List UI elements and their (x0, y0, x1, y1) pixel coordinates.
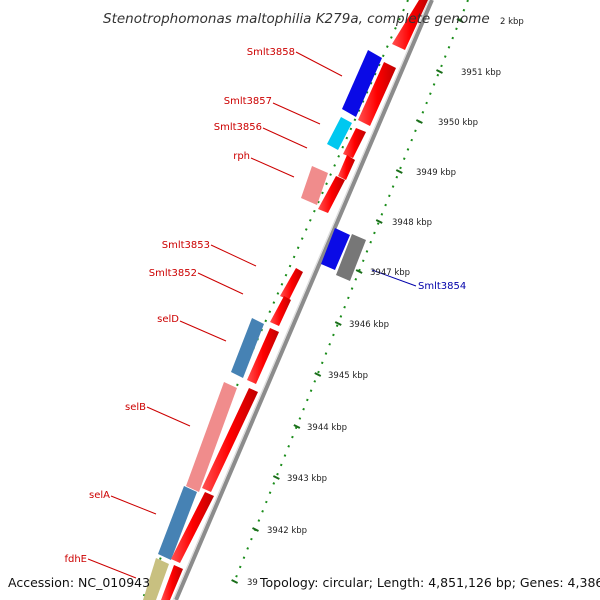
gene-block-rph[interactable] (301, 166, 328, 205)
scale-label: 3945 kbp (328, 371, 368, 381)
cds-arrow (280, 268, 303, 300)
gene-block-seld[interactable] (231, 318, 264, 378)
genome-backbone-highlight (172, 0, 430, 600)
scale-label: 3951 kbp (461, 68, 501, 78)
scale-tick (293, 424, 301, 429)
gene-label-smlt3858[interactable]: Smlt3858 (247, 47, 295, 58)
genome-title: Stenotrophomonas maltophilia K279a, comp… (103, 11, 490, 27)
gene-label-sela[interactable]: selA (89, 490, 110, 501)
scale-tick (355, 269, 363, 274)
scale-label: 39 (247, 578, 258, 588)
inner-dotted-ring (234, 0, 469, 581)
accession-text: Accession: NC_010943 (8, 575, 150, 590)
label-leaders (87, 51, 343, 579)
cds-arrow (338, 155, 355, 180)
cds-arrow (358, 62, 396, 126)
scale-label: 3949 kbp (416, 168, 456, 178)
cds-arrow (171, 492, 214, 563)
scale-tick (314, 372, 322, 377)
gene-block-selb[interactable] (186, 382, 237, 492)
scale-tick-marks (231, 18, 464, 584)
gene-block-sela[interactable] (158, 486, 197, 560)
gene-label-selb[interactable]: selB (125, 402, 146, 413)
gene-label-smlt3853[interactable]: Smlt3853 (162, 240, 210, 251)
gene-block-fdhe[interactable] (143, 558, 169, 600)
scale-tick (436, 69, 443, 74)
gene-label-smlt3856[interactable]: Smlt3856 (214, 122, 262, 133)
label-leader-smlt3854 (371, 269, 417, 287)
genome-backbone (174, 0, 434, 600)
scale-tick (375, 219, 383, 224)
scale-label: 3950 kbp (438, 118, 478, 128)
scale-tick (231, 579, 239, 584)
scale-tick (272, 475, 280, 480)
cds-arrow (161, 565, 183, 600)
scale-tick (415, 119, 423, 124)
scale-label: 3948 kbp (392, 218, 432, 228)
gene-label-smlt3854[interactable]: Smlt3854 (418, 281, 466, 292)
scale-label: 3942 kbp (267, 526, 307, 536)
gene-label-rph[interactable]: rph (233, 151, 250, 162)
cds-arrow (392, 0, 428, 50)
gene-label-smlt3852[interactable]: Smlt3852 (149, 268, 197, 279)
cds-arrow (343, 128, 366, 158)
gene-label-seld[interactable]: selD (157, 314, 179, 325)
cds-track-forward (161, 0, 428, 600)
scale-label: 3947 kbp (370, 268, 410, 278)
scale-tick (456, 18, 464, 23)
scale-label: 3944 kbp (307, 423, 347, 433)
scale-label: 3943 kbp (287, 474, 327, 484)
gene-block-smlt3858[interactable] (342, 50, 382, 117)
topology-text: Topology: circular; Length: 4,851,126 bp… (259, 575, 600, 590)
gene-block-gray[interactable] (336, 234, 366, 281)
cds-arrow (318, 176, 345, 213)
scale-label: 2 kbp (500, 17, 524, 27)
cds-arrow (202, 388, 258, 492)
scale-tick (395, 169, 403, 174)
cds-arrow (247, 328, 279, 384)
gene-block-smlt3857[interactable] (327, 117, 352, 150)
scale-tick (334, 321, 342, 326)
cds-track-outer (143, 50, 382, 600)
scale-tick (252, 527, 259, 532)
scale-label: 3946 kbp (349, 320, 389, 330)
gene-label-smlt3857[interactable]: Smlt3857 (224, 96, 272, 107)
gene-label-fdhe[interactable]: fdhE (64, 554, 87, 565)
cds-arrow (270, 296, 291, 326)
gene-block-smlt3854[interactable] (321, 228, 350, 270)
